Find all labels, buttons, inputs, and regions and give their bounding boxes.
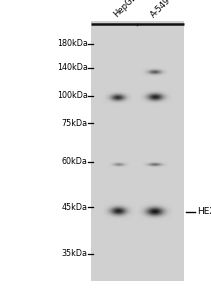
Text: HepG2: HepG2: [112, 0, 138, 20]
Bar: [91, 21, 184, 280]
Text: 35kDa: 35kDa: [62, 249, 88, 258]
Text: 100kDa: 100kDa: [57, 92, 88, 100]
Text: 140kDa: 140kDa: [57, 63, 88, 72]
Text: 180kDa: 180kDa: [57, 39, 88, 48]
Text: A-549: A-549: [149, 0, 172, 20]
Text: HEXA: HEXA: [197, 207, 211, 216]
Text: 75kDa: 75kDa: [61, 118, 88, 127]
Text: 60kDa: 60kDa: [62, 158, 88, 166]
Text: 45kDa: 45kDa: [62, 202, 88, 211]
